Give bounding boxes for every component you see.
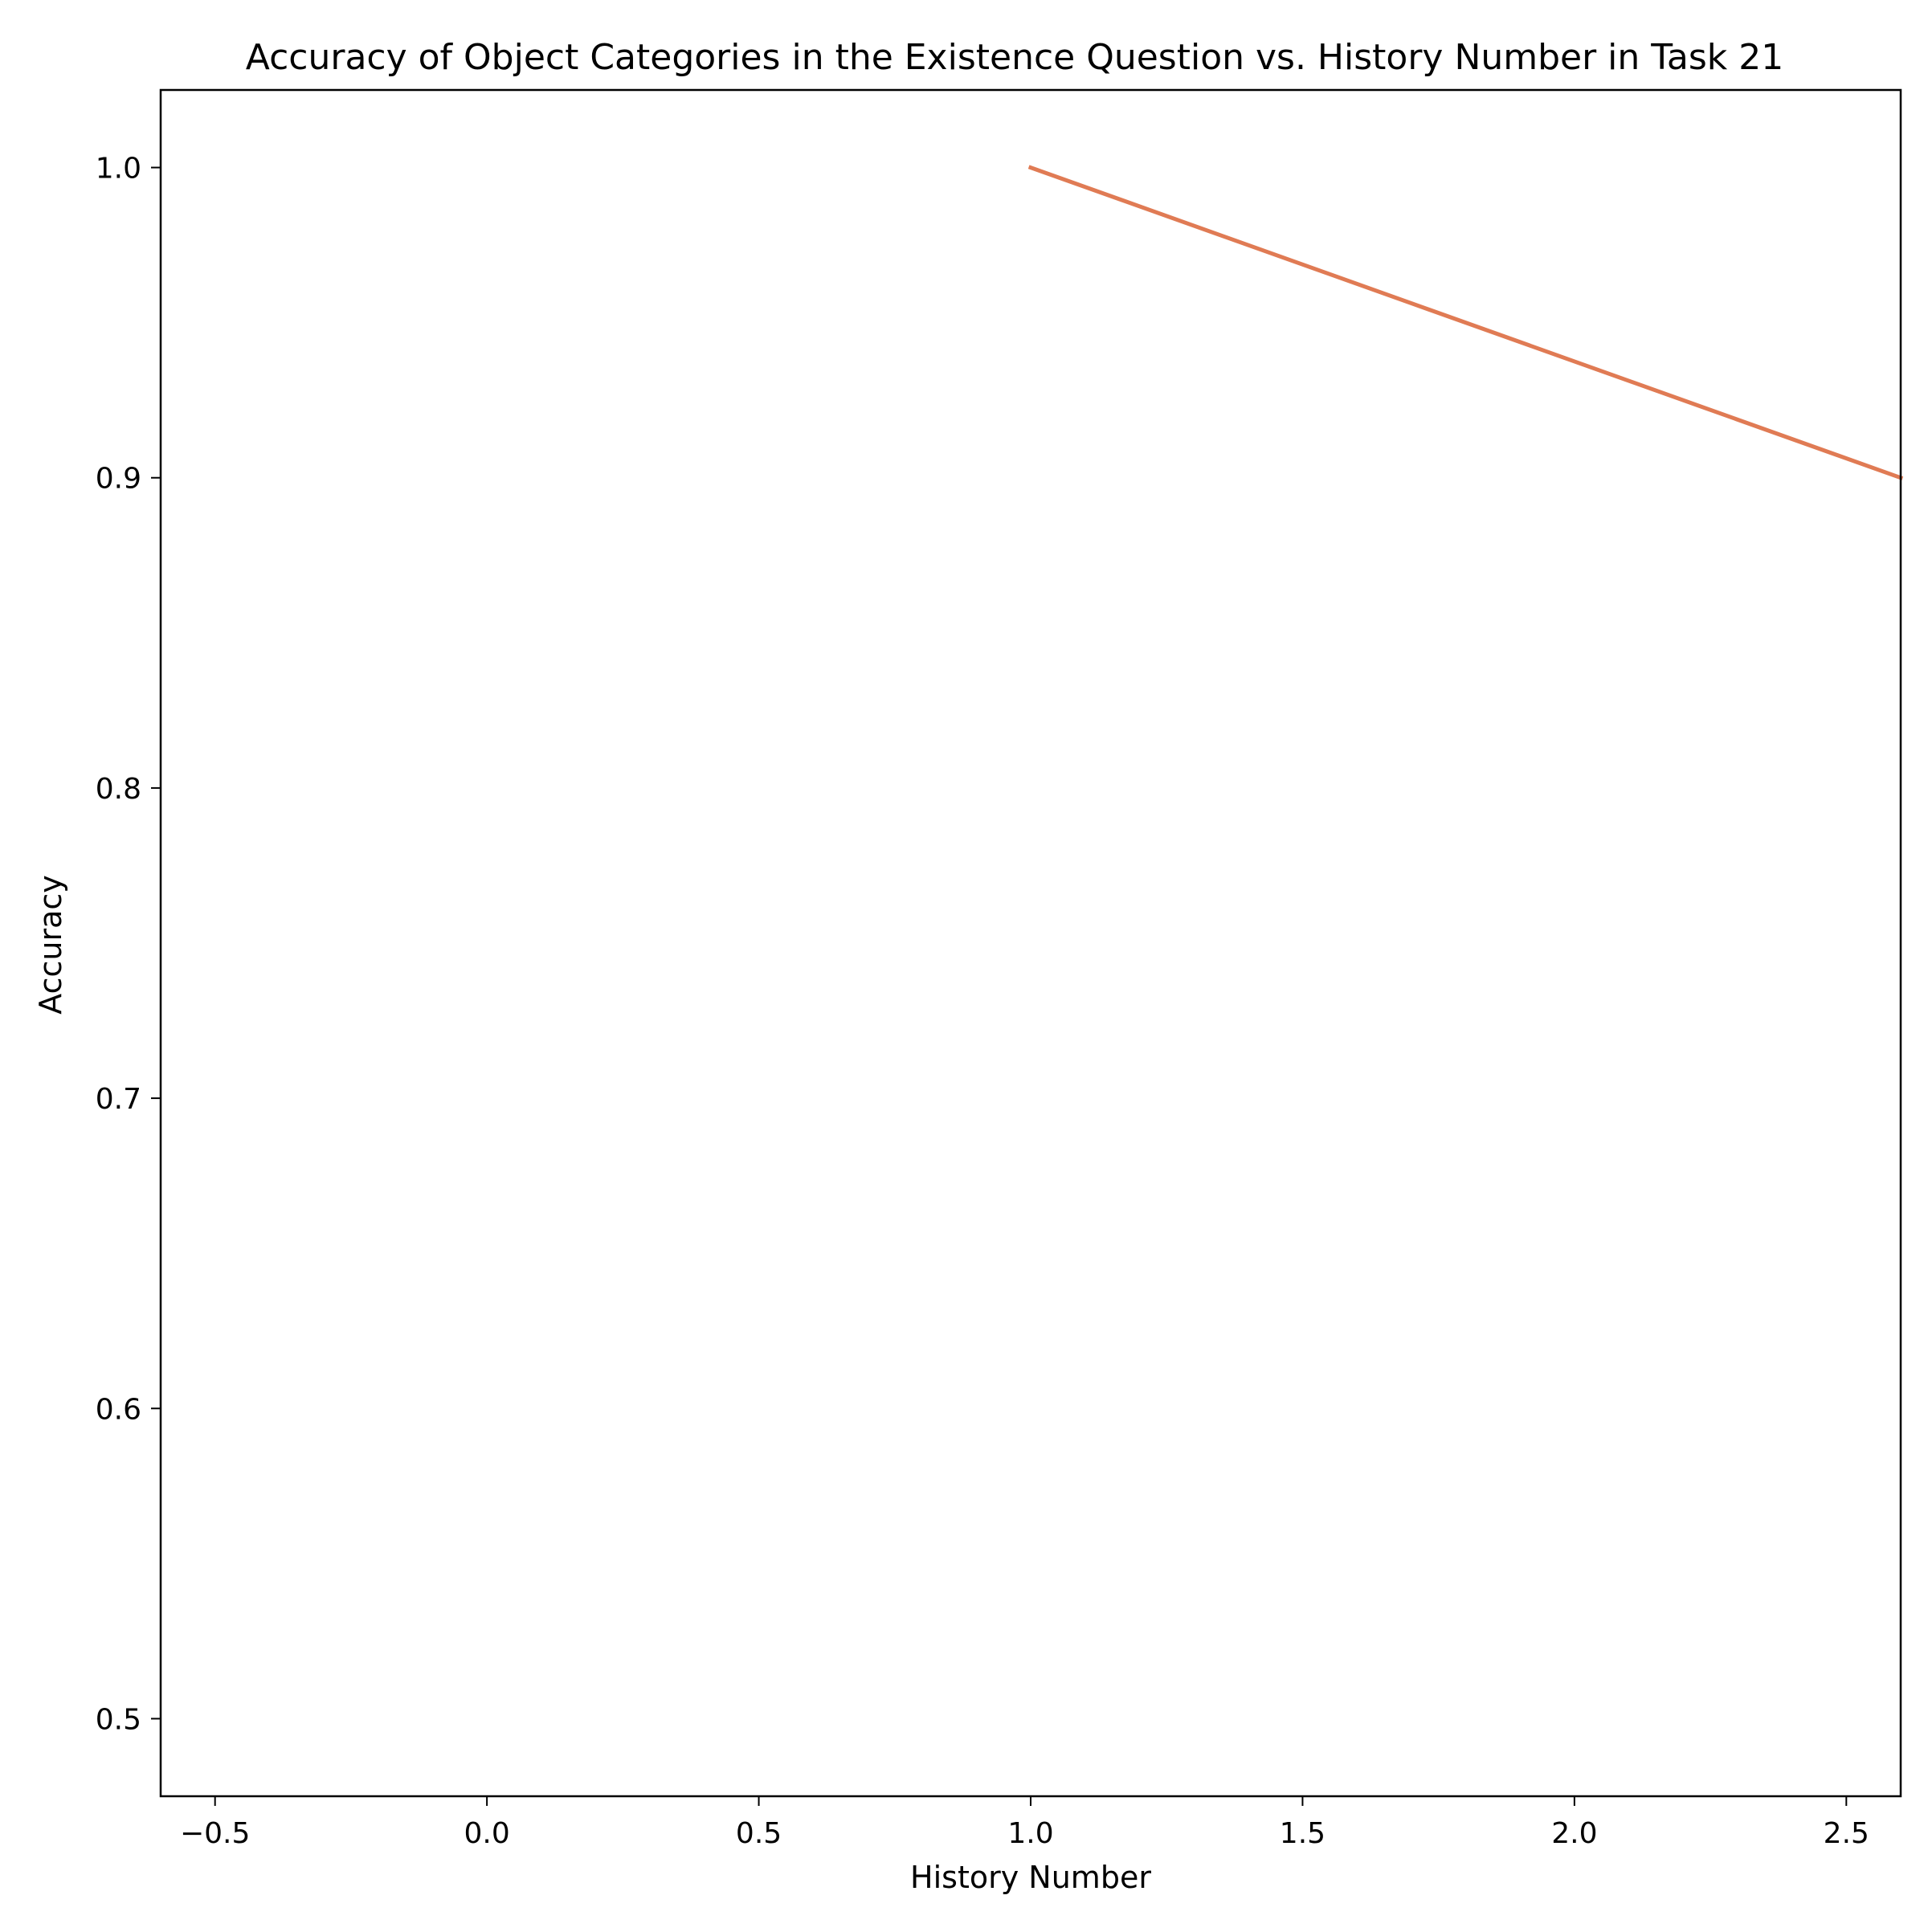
x-axis-ticks: −0.5 0.0 0.5 1.0 1.5 2.0 2.5 [180,1796,1869,1850]
y-tick-label: 0.7 [96,1083,141,1116]
y-axis-ticks: 0.5 0.6 0.7 0.8 0.9 1.0 [96,153,161,1736]
x-tick-label: 1.5 [1280,1817,1326,1850]
x-tick-label: 2.0 [1551,1817,1597,1850]
y-tick-label: 0.8 [96,773,141,806]
y-tick-label: 0.6 [96,1393,141,1426]
x-axis-label: History Number [910,1860,1151,1895]
y-tick-label: 1.0 [96,153,141,186]
x-tick-label: 2.5 [1824,1817,1869,1850]
x-tick-label: 0.5 [736,1817,782,1850]
x-tick-label: 0.0 [464,1817,509,1850]
y-axis-label: Accuracy [33,875,68,1015]
x-tick-label: −0.5 [180,1817,250,1850]
y-tick-label: 0.9 [96,463,141,496]
chart-title: Accuracy of Object Categories in the Exi… [246,37,1783,78]
series-line-0 [1027,165,1904,480]
x-tick-label: 1.0 [1007,1817,1053,1850]
y-tick-label: 0.5 [96,1703,141,1736]
